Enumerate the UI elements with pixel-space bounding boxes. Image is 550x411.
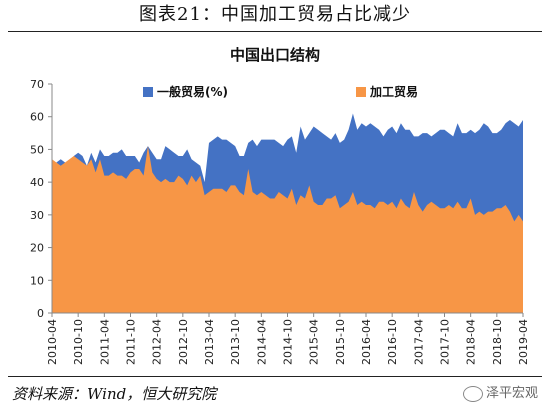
source-note: 资料来源：Wind，恒大研究院	[12, 385, 217, 403]
x-tick-label: 2010-10	[72, 319, 85, 365]
x-tick-label: 2015-04	[308, 319, 321, 365]
legend-swatch-processing-trade	[356, 87, 366, 97]
x-tick-label: 2013-04	[203, 319, 216, 365]
processing-trade-area	[52, 146, 523, 313]
wechat-icon	[462, 385, 483, 402]
chart: 中国出口结构 0 10 20 30 40 50 60 70 2010-04 2010-10 2011…	[30, 46, 530, 365]
legend-swatch-general-trade	[143, 87, 153, 97]
y-tick-label: 40	[30, 176, 44, 189]
x-tick-label: 2011-10	[125, 319, 138, 365]
y-tick-label: 60	[30, 111, 44, 124]
x-tick-label: 2018-10	[491, 319, 504, 365]
top-rule	[8, 31, 542, 32]
watermark-label: 泽平宏观	[485, 386, 538, 401]
legend-label-processing-trade: 加工贸易	[369, 84, 418, 99]
x-tick-label: 2012-10	[177, 319, 190, 365]
x-tick-label: 2016-04	[360, 319, 373, 365]
watermark: 泽平宏观	[462, 382, 538, 406]
x-tick-label: 2014-10	[282, 319, 295, 365]
legend-label-general-trade: 一般贸易(%)	[157, 84, 228, 99]
plot-areas	[52, 113, 523, 313]
figure-title: 图表21：中国加工贸易占比减少	[139, 4, 411, 25]
y-tick-label: 50	[30, 143, 44, 156]
y-tick-label: 0	[37, 307, 44, 320]
axes: 0 10 20 30 40 50 60 70 2010-04 2010-10 2011-04 2011…	[30, 78, 530, 365]
y-tick-label: 30	[30, 209, 44, 222]
y-tick-label: 70	[30, 78, 44, 91]
x-tick-label: 2019-04	[517, 319, 530, 365]
chart-title: 中国出口结构	[230, 46, 320, 64]
y-tick-label: 10	[30, 274, 44, 287]
x-tick-label: 2010-04	[46, 319, 59, 365]
x-tick-label: 2015-10	[334, 319, 347, 365]
x-tick-label: 2016-10	[386, 319, 399, 365]
x-tick-label: 2014-04	[255, 319, 268, 365]
legend: 一般贸易(%) 加工贸易	[143, 84, 418, 99]
x-tick-label: 2017-10	[439, 319, 452, 365]
y-tick-label: 20	[30, 242, 44, 255]
x-tick-label: 2012-04	[151, 319, 164, 365]
x-tick-label: 2018-04	[465, 319, 478, 365]
x-tick-label: 2013-10	[229, 319, 242, 365]
x-tick-label: 2011-04	[98, 319, 111, 365]
bottom-rule	[8, 376, 542, 377]
x-tick-label: 2017-04	[412, 319, 425, 365]
